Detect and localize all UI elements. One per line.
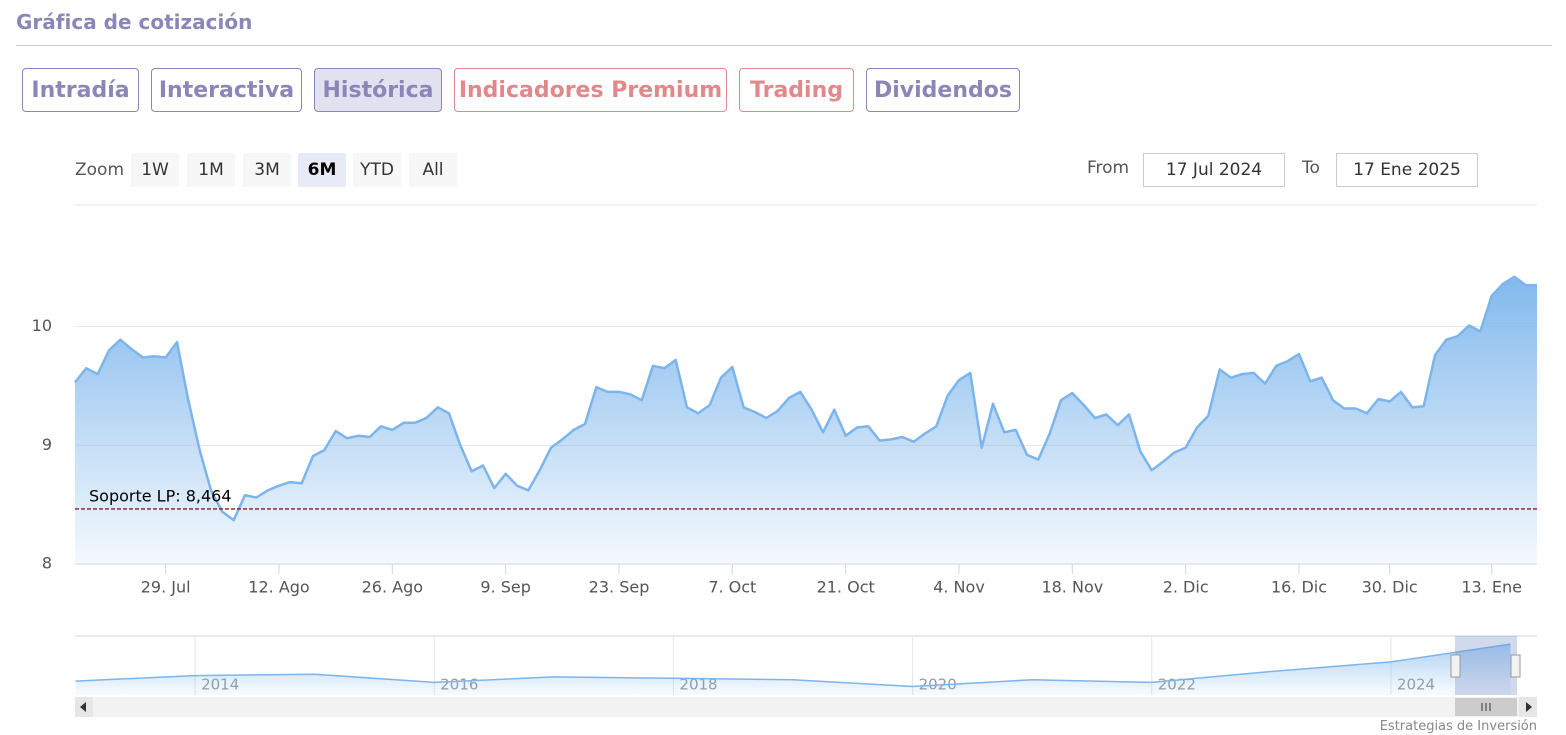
navigator-handle[interactable] [1450, 654, 1461, 678]
zoom-button[interactable]: 1M [187, 153, 235, 187]
plot: 8 9 10 29. Jul 12. Ago 26. Ago 9. Sep 23. Sep 7.… [32, 275, 1537, 597]
y-tick-label: 8 [42, 554, 52, 573]
navigator: 201420162018202020222024 [75, 636, 1511, 695]
scrollbar-track[interactable] [75, 697, 1537, 717]
tab[interactable]: Trading [739, 68, 854, 112]
zoom-button-active[interactable]: 6M [298, 153, 346, 187]
tab[interactable]: Intradía [22, 68, 139, 112]
y-tick-label: 9 [42, 435, 52, 454]
x-tick-label: 9. Sep [480, 578, 531, 597]
tab-active[interactable]: Histórica [314, 68, 442, 112]
x-tick-label: 2. Dic [1163, 578, 1209, 597]
to-label: To [1302, 158, 1320, 178]
zoom-button[interactable]: 1W [131, 153, 179, 187]
section-title: Gráfica de cotización [16, 10, 253, 34]
to-input[interactable]: 17 Ene 2025 [1336, 153, 1478, 187]
line [74, 275, 1537, 522]
y-tick-label: 10 [32, 316, 52, 335]
x-tick-label: 30. Dic [1362, 578, 1418, 597]
from-label: From [1087, 158, 1130, 178]
zoom-button[interactable]: All [409, 153, 457, 187]
scrollbar-arrow [1526, 702, 1532, 712]
x-tick-label: 7. Oct [708, 578, 756, 597]
zoom-button[interactable]: YTD [353, 153, 401, 187]
tab[interactable]: Interactiva [151, 68, 302, 112]
zoom-label: Zoom [75, 160, 125, 180]
x-tick-label: 13. Ene [1461, 578, 1522, 597]
x-tick-label: 23. Sep [589, 578, 650, 597]
x-tick-label: 29. Jul [141, 578, 191, 597]
divider [16, 45, 1552, 46]
navigator-line [75, 643, 1511, 688]
tab[interactable]: Dividendos [866, 68, 1020, 112]
x-tick-label: 26. Ago [362, 578, 423, 597]
zoom-button[interactable]: 3M [243, 153, 291, 187]
x-tick-label: 4. Nov [933, 578, 985, 597]
support-label: Soporte LP: 8,464 [89, 486, 232, 505]
navigator-selection[interactable] [1455, 636, 1517, 695]
tab[interactable]: Indicadores Premium [454, 68, 727, 112]
scrollbar-arrow [80, 702, 86, 712]
navigator-handle[interactable] [1510, 654, 1521, 678]
from-input[interactable]: 17 Jul 2024 [1143, 153, 1285, 187]
area [75, 276, 1537, 564]
credits: Estrategias de Inversión [1379, 719, 1537, 734]
scrollbar-grip [1481, 703, 1491, 711]
x-tick-label: 21. Oct [817, 578, 875, 597]
navigator-area [75, 644, 1511, 695]
x-tick-label: 18. Nov [1041, 578, 1103, 597]
x-tick-label: 12. Ago [248, 578, 309, 597]
x-tick-label: 16. Dic [1271, 578, 1327, 597]
